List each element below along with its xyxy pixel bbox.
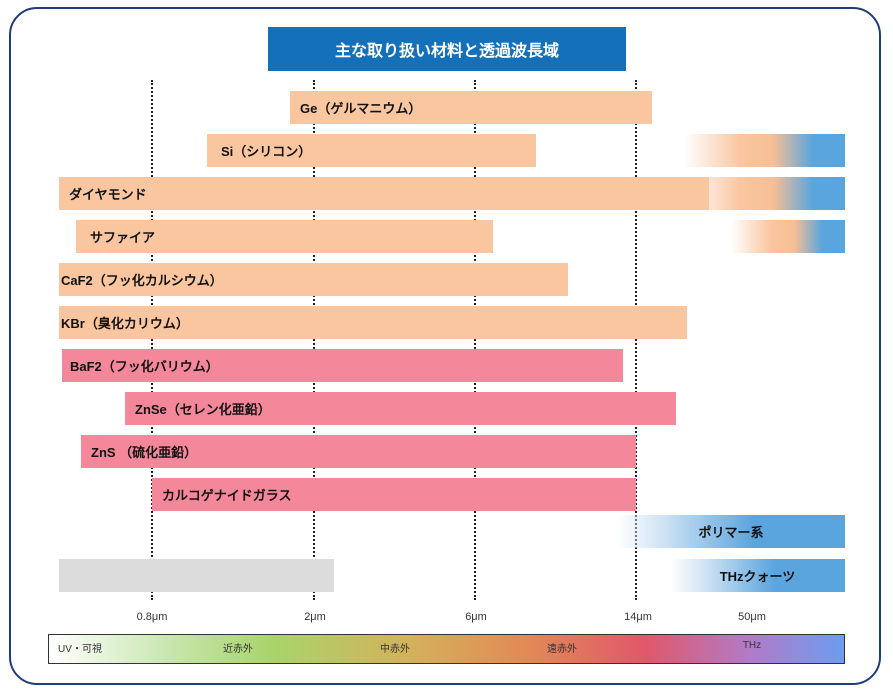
band-label: 中赤外 xyxy=(380,644,410,655)
gridline-6um xyxy=(474,80,476,600)
thz-extension-sapphire xyxy=(731,220,845,253)
band-label: 遠赤外 xyxy=(547,644,577,655)
bar-thz-quartz-gray xyxy=(59,559,334,592)
bar-caf2: CaF2（フッ化カルシウム） xyxy=(59,263,568,296)
band-label: UV・可視 xyxy=(58,644,102,655)
tick-label: 0.8μm xyxy=(136,611,168,623)
thz-extension-diamond xyxy=(684,177,845,210)
bar-diamond: ダイヤモンド xyxy=(59,177,709,210)
band-label: THz xyxy=(742,640,762,651)
gridline-14um xyxy=(635,80,637,600)
bar-polymer: ポリマー系 xyxy=(617,515,845,548)
band-label: 近赤外 xyxy=(223,644,253,655)
bar-thz-quartz-label: THzクォーツ xyxy=(719,569,796,584)
bar-zns: ZnS （硫化亜鉛） xyxy=(81,435,636,468)
bar-thz-quartz: THzクォーツ xyxy=(670,559,845,592)
bar-chalcogenide: カルコゲナイドガラス xyxy=(152,478,636,511)
bar-si: Si（シリコン） xyxy=(207,134,536,167)
bar-znse: ZnSe（セレン化亜鉛） xyxy=(125,392,676,425)
tick-label: 14μm xyxy=(624,611,652,623)
gridline-2um xyxy=(313,80,315,600)
bar-kbr: KBr（臭化カリウム） xyxy=(59,306,687,339)
thz-extension-si xyxy=(684,134,845,167)
chart-title: 主な取り扱い材料と透過波長域 xyxy=(268,27,626,71)
tick-label: 6μm xyxy=(465,611,487,623)
chart-frame xyxy=(9,7,881,685)
bar-ge: Ge（ゲルマニウム） xyxy=(290,91,652,124)
bar-sapphire: サファイア xyxy=(76,220,493,253)
gridline-0-8um xyxy=(151,80,153,600)
tick-label: 50μm xyxy=(738,611,766,623)
bar-polymer-label: ポリマー系 xyxy=(698,525,764,540)
bar-baf2: BaF2（フッ化バリウム） xyxy=(62,349,623,382)
tick-label: 2μm xyxy=(304,611,326,623)
spectrum-band xyxy=(48,634,845,664)
